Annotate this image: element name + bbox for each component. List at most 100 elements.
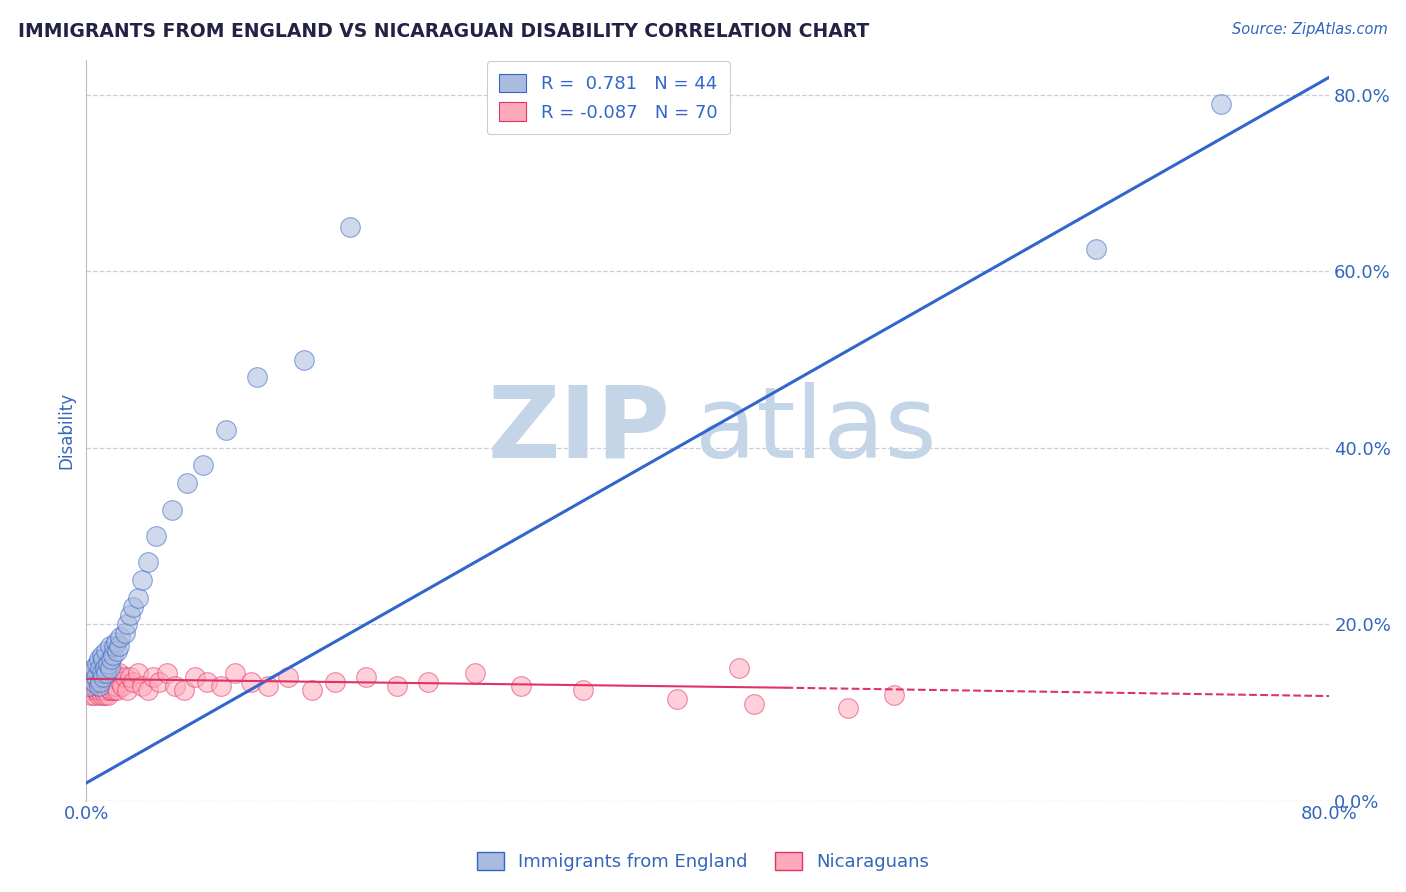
Point bbox=[96, 643, 118, 657]
Legend: Immigrants from England, Nicaraguans: Immigrants from England, Nicaraguans bbox=[470, 845, 936, 879]
Y-axis label: Disability: Disability bbox=[58, 392, 75, 468]
Point bbox=[82, 670, 104, 684]
Point bbox=[111, 679, 134, 693]
Text: Source: ZipAtlas.com: Source: ZipAtlas.com bbox=[1232, 22, 1388, 37]
Point bbox=[108, 665, 131, 680]
Point bbox=[416, 674, 439, 689]
Point bbox=[80, 674, 103, 689]
Point bbox=[89, 683, 111, 698]
Point bbox=[79, 683, 101, 698]
Text: atlas: atlas bbox=[696, 382, 936, 479]
Point bbox=[110, 631, 132, 645]
Point bbox=[97, 657, 120, 671]
Point bbox=[1085, 242, 1108, 256]
Point bbox=[103, 639, 125, 653]
Point bbox=[100, 665, 122, 680]
Point bbox=[93, 683, 115, 698]
Point bbox=[323, 674, 346, 689]
Point bbox=[138, 556, 160, 570]
Point bbox=[837, 701, 859, 715]
Point bbox=[108, 639, 131, 653]
Point bbox=[727, 661, 749, 675]
Point bbox=[385, 679, 408, 693]
Point bbox=[138, 683, 160, 698]
Point bbox=[464, 665, 486, 680]
Point bbox=[215, 423, 238, 437]
Point bbox=[127, 591, 149, 605]
Point bbox=[277, 670, 299, 684]
Point bbox=[93, 670, 115, 684]
Point bbox=[86, 683, 108, 698]
Point bbox=[744, 697, 766, 711]
Point bbox=[184, 670, 207, 684]
Point bbox=[83, 661, 105, 675]
Text: ZIP: ZIP bbox=[488, 382, 671, 479]
Point bbox=[90, 688, 112, 702]
Point bbox=[90, 665, 112, 680]
Point bbox=[97, 688, 120, 702]
Point bbox=[94, 661, 117, 675]
Point bbox=[127, 665, 149, 680]
Point bbox=[97, 665, 120, 680]
Point bbox=[176, 476, 198, 491]
Point bbox=[292, 352, 315, 367]
Point bbox=[131, 679, 153, 693]
Point bbox=[83, 674, 105, 689]
Point bbox=[89, 665, 111, 680]
Point bbox=[101, 679, 124, 693]
Point bbox=[94, 688, 117, 702]
Point bbox=[89, 674, 111, 689]
Point bbox=[118, 670, 141, 684]
Point bbox=[79, 679, 101, 693]
Point bbox=[148, 674, 170, 689]
Point bbox=[211, 679, 233, 693]
Point bbox=[197, 674, 219, 689]
Point bbox=[96, 670, 118, 684]
Point bbox=[145, 529, 167, 543]
Point bbox=[86, 665, 108, 680]
Point bbox=[224, 665, 246, 680]
Point bbox=[122, 599, 145, 614]
Point bbox=[98, 670, 121, 684]
Point bbox=[191, 458, 214, 473]
Point bbox=[339, 220, 361, 235]
Point bbox=[96, 665, 118, 680]
Point bbox=[83, 665, 105, 680]
Point bbox=[160, 502, 183, 516]
Point bbox=[163, 679, 186, 693]
Point bbox=[103, 665, 125, 680]
Point bbox=[93, 652, 115, 666]
Point bbox=[87, 679, 110, 693]
Point bbox=[118, 608, 141, 623]
Point bbox=[84, 683, 107, 698]
Point bbox=[114, 626, 136, 640]
Point bbox=[115, 617, 138, 632]
Point bbox=[354, 670, 377, 684]
Text: IMMIGRANTS FROM ENGLAND VS NICARAGUAN DISABILITY CORRELATION CHART: IMMIGRANTS FROM ENGLAND VS NICARAGUAN DI… bbox=[18, 22, 869, 41]
Point bbox=[100, 652, 122, 666]
Point bbox=[100, 683, 122, 698]
Point bbox=[94, 665, 117, 680]
Point bbox=[87, 670, 110, 684]
Point bbox=[104, 679, 127, 693]
Point bbox=[98, 639, 121, 653]
Point bbox=[98, 683, 121, 698]
Point bbox=[76, 679, 98, 693]
Point bbox=[104, 635, 127, 649]
Point bbox=[510, 679, 533, 693]
Point bbox=[1209, 96, 1232, 111]
Point bbox=[103, 683, 125, 698]
Point bbox=[105, 683, 128, 698]
Point bbox=[87, 652, 110, 666]
Point bbox=[90, 648, 112, 662]
Point bbox=[101, 648, 124, 662]
Point bbox=[665, 692, 688, 706]
Point bbox=[257, 679, 280, 693]
Point bbox=[110, 674, 132, 689]
Point bbox=[80, 688, 103, 702]
Point bbox=[883, 688, 905, 702]
Point bbox=[173, 683, 195, 698]
Point bbox=[89, 661, 111, 675]
Point bbox=[240, 674, 263, 689]
Point bbox=[84, 670, 107, 684]
